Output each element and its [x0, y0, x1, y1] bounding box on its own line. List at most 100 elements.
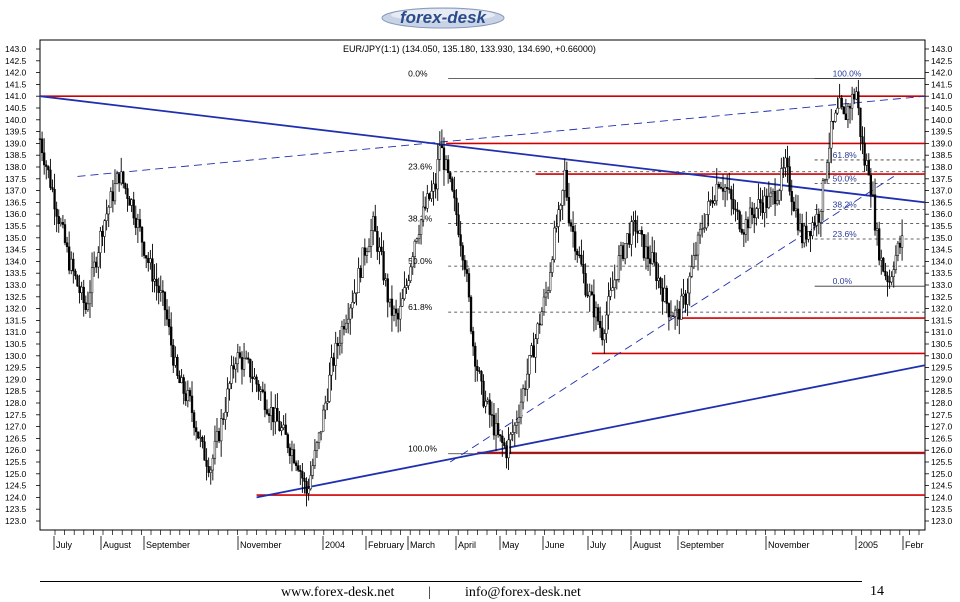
price-candle: [372, 216, 375, 231]
y-tick-label-right: 130.5: [931, 339, 953, 349]
y-tick-label-right: 128.0: [931, 398, 953, 408]
price-candle: [626, 233, 629, 244]
price-candle: [709, 200, 712, 202]
price-candle: [792, 201, 795, 211]
price-candle: [492, 414, 496, 436]
price-candle: [407, 280, 410, 286]
price-candle: [113, 183, 117, 202]
y-tick-label-left: 136.5: [5, 197, 27, 207]
price-candle: [478, 370, 481, 372]
y-tick-label-right: 129.0: [931, 374, 953, 384]
y-tick-label-right: 126.0: [931, 445, 953, 455]
y-tick-label-right: 123.5: [931, 504, 953, 514]
y-tick-label-left: 134.5: [5, 245, 27, 255]
price-candle: [769, 192, 773, 197]
price-candle: [392, 308, 396, 316]
price-candle: [322, 409, 325, 432]
fib-left-level-label: 0.0%: [408, 69, 428, 79]
price-candle: [676, 308, 679, 311]
price-candle: [898, 242, 902, 248]
y-tick-label-left: 141.5: [5, 79, 27, 89]
price-candle: [771, 191, 775, 194]
price-candle: [442, 147, 446, 170]
y-tick-label-left: 124.0: [5, 492, 27, 502]
price-candle: [261, 389, 264, 392]
price-candle: [619, 245, 623, 256]
price-candle: [515, 421, 519, 426]
price-candle: [474, 345, 477, 367]
price-candle: [884, 271, 887, 277]
y-tick-label-left: 131.0: [5, 327, 27, 337]
price-candle: [251, 376, 254, 379]
price-candle: [882, 257, 885, 272]
price-candle: [521, 388, 525, 403]
fib-right-level-label: 38.2%: [833, 199, 858, 209]
price-candle: [711, 200, 714, 204]
price-candle: [290, 449, 294, 456]
price-candle: [74, 270, 77, 277]
price-candle: [105, 213, 108, 222]
price-candle: [68, 246, 71, 271]
fib-right-level-label: 100.0%: [833, 69, 862, 79]
price-candle: [680, 295, 683, 320]
price-candle: [546, 290, 550, 294]
price-candle: [653, 252, 656, 263]
y-tick-label-left: 126.5: [5, 433, 27, 443]
price-candle: [365, 251, 369, 256]
price-candle: [182, 377, 185, 394]
price-candle: [748, 207, 752, 229]
price-candle: [155, 278, 158, 287]
price-candle: [584, 273, 587, 296]
y-tick-label-right: 135.0: [931, 233, 953, 243]
price-candle: [126, 188, 129, 199]
price-candle: [115, 173, 119, 184]
y-tick-label-right: 130.0: [931, 351, 953, 361]
price-candle: [76, 275, 79, 287]
price-candle: [648, 258, 652, 264]
price-candle: [726, 187, 729, 189]
price-candle: [825, 162, 829, 180]
price-candle: [444, 159, 448, 170]
y-tick-label-left: 136.0: [5, 209, 27, 219]
footer-website: www.forex-desk.net: [281, 585, 395, 600]
price-candle: [367, 246, 371, 253]
price-candle: [111, 191, 115, 202]
price-candle: [403, 287, 406, 299]
y-tick-label-right: 133.0: [931, 280, 953, 290]
price-candle: [384, 278, 387, 281]
price-candle: [240, 357, 244, 370]
price-candle: [107, 206, 110, 215]
price-candle: [767, 196, 770, 209]
y-tick-label-right: 138.5: [931, 150, 953, 160]
price-candle: [642, 234, 646, 259]
price-candle: [621, 245, 625, 259]
plot-frame: [39, 39, 926, 531]
price-candle: [374, 216, 377, 232]
price-candle: [355, 292, 358, 294]
price-candle: [274, 407, 277, 423]
price-candle: [682, 293, 685, 297]
price-candle: [438, 145, 441, 160]
price-candle: [203, 441, 206, 461]
price-candle: [330, 357, 333, 376]
price-candle: [451, 178, 454, 191]
y-tick-label-right: 139.0: [931, 138, 953, 148]
fib-left-level-label: 100.0%: [408, 444, 437, 454]
price-candle: [159, 290, 162, 293]
price-candle: [780, 168, 783, 191]
price-candle: [140, 227, 144, 243]
price-candle: [848, 106, 852, 109]
price-candle: [132, 199, 135, 219]
price-candle: [713, 200, 716, 204]
price-candle: [755, 208, 758, 219]
price-candle: [59, 222, 62, 225]
price-candle: [249, 359, 252, 378]
price-candle: [49, 169, 52, 188]
price-candle: [800, 223, 804, 244]
y-tick-label-left: 140.0: [5, 115, 27, 125]
price-candle: [519, 401, 523, 418]
footer-divider: [40, 581, 862, 582]
price-candle: [740, 228, 743, 233]
price-candle: [467, 273, 471, 298]
y-tick-label-left: 129.0: [5, 374, 27, 384]
